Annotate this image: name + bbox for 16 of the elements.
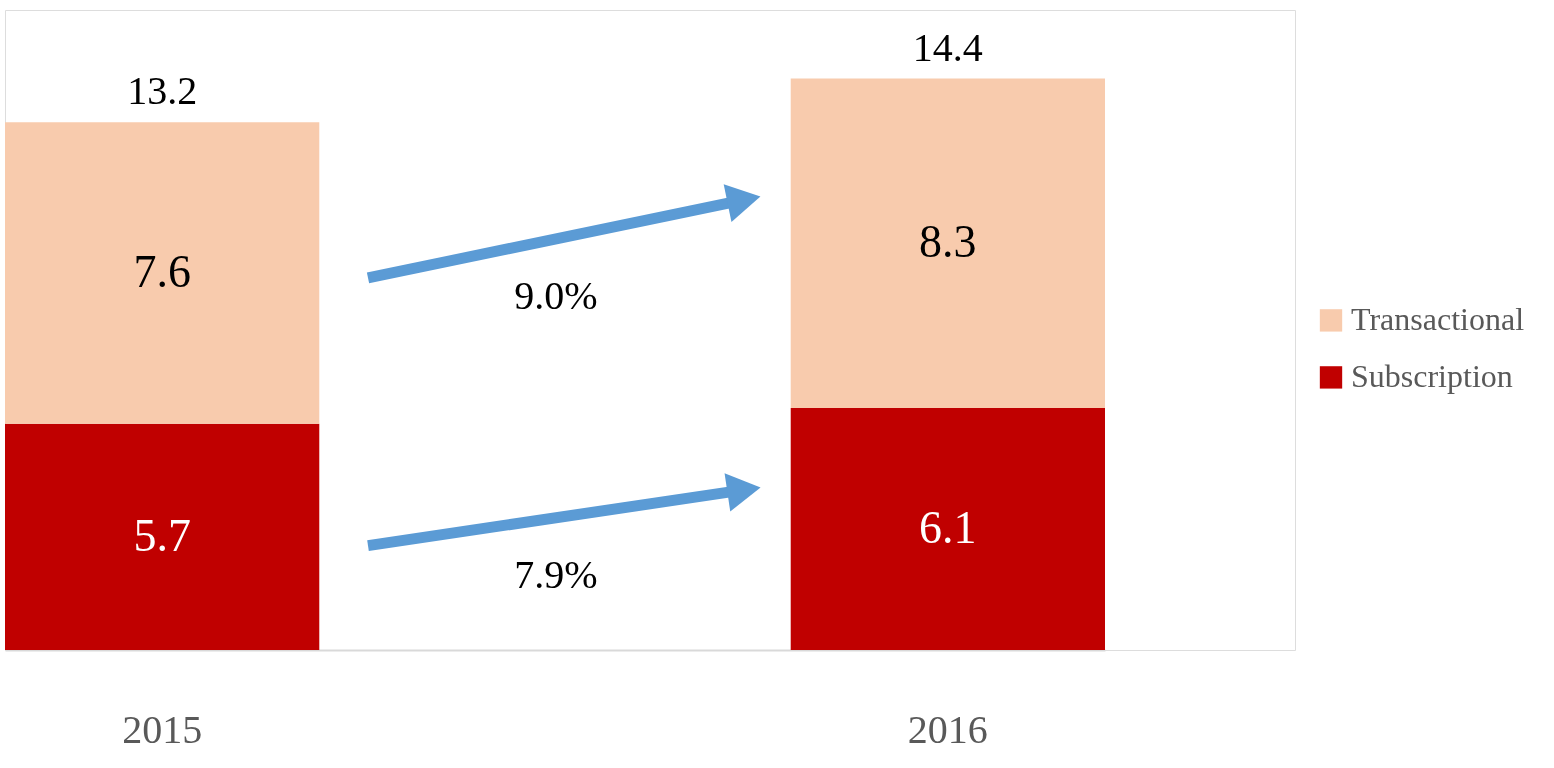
data-label: 6.1: [919, 501, 977, 553]
x-tick-label: 2015: [122, 706, 203, 752]
annotation: 9.0%: [514, 273, 598, 319]
data-label: 7.6: [133, 246, 191, 298]
annotation: 7.9%: [514, 552, 598, 598]
bar: [5, 423, 320, 650]
data-label: 5.7: [133, 509, 191, 561]
legend-label: Transactional: [1351, 301, 1525, 338]
bar: [790, 407, 1105, 650]
x-tick-label: 2016: [907, 706, 988, 752]
total-label: 13.2: [127, 68, 198, 114]
legend-label: Subscription: [1351, 358, 1513, 395]
data-label: 8.3: [919, 216, 977, 268]
total-label: 14.4: [912, 24, 983, 70]
bar: [5, 122, 320, 424]
bar: [790, 78, 1105, 408]
